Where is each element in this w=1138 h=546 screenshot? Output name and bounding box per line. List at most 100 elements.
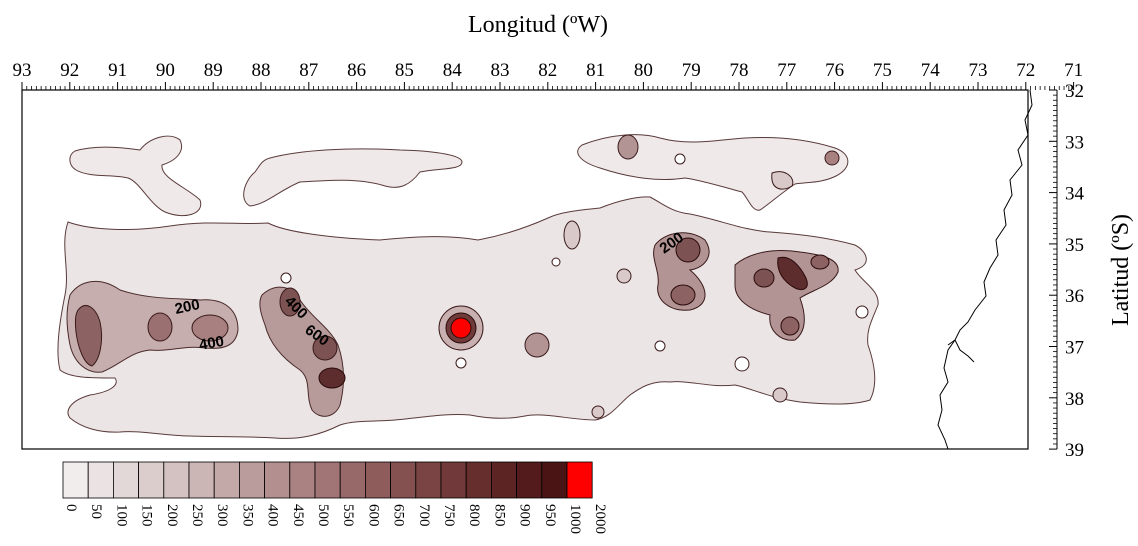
legend-label: 900 [517,504,533,527]
latitude-tick-label: 36 [1065,286,1084,307]
longitude-tick-label: 88 [252,60,271,81]
coast-inlet [947,339,975,363]
legend-color-swatch [490,461,517,499]
east-center-core [675,237,701,263]
central-node-2 [616,268,632,284]
marker-8 [455,357,467,369]
marker-3 [654,340,666,352]
marker-7 [855,305,869,319]
legend-color-swatch [339,461,366,499]
longitude-tick-label: 76 [825,60,844,81]
latitude-tick-label: 37 [1065,338,1084,359]
region-north-center [243,148,463,207]
longitude-tick-label: 91 [108,60,127,81]
longitude-tick-label: 74 [921,60,941,81]
legend-color-swatch [213,461,240,499]
ne-patch [771,171,794,190]
marker-2 [551,257,561,267]
legend-label: 200 [164,504,180,527]
legend-label: 950 [542,504,558,527]
legend-label: 550 [340,504,356,527]
latitude-tick-label: 35 [1065,235,1084,256]
legend-label: 1000 [567,504,583,534]
longitude-tick-label: 85 [395,60,414,81]
legend-label: 0 [63,504,79,512]
legend-color-swatch [289,461,316,499]
latitude-tick-labels: 32 33 34 35 36 37 38 39 [1065,81,1085,461]
latitude-tick-label: 34 [1065,184,1085,205]
coastline [937,89,1033,450]
latitude-tick-marks [1049,89,1058,450]
legend-color-swatch [238,461,265,499]
legend-color-swatch [415,461,442,499]
legend-color-swatch [113,461,140,499]
east-cluster-node-2 [780,316,800,336]
ridge-core-3 [318,367,346,389]
central-node-1 [524,332,550,358]
contour-label-400-west: 400 [198,333,226,354]
legend-color-swatch [390,461,417,499]
legend-color-swatch [314,461,341,499]
longitude-tick-marks [21,82,1075,90]
latitude-tick-label: 38 [1065,389,1084,410]
latitude-tick-label: 39 [1065,440,1084,461]
legend-color-swatch [163,461,190,499]
east-center-core-2 [670,284,696,306]
region-west-core [74,305,103,367]
longitude-tick-label: 77 [777,60,796,81]
hotspot-core [450,317,472,339]
ridge-core-1 [279,287,301,317]
legend-label: 350 [239,504,255,527]
legend-label: 2000 [592,504,608,534]
longitude-tick-label: 75 [873,60,892,81]
longitude-tick-label: 82 [538,60,557,81]
region-north-east [577,134,849,211]
legend-label: 500 [315,504,331,527]
east-cluster-core [777,256,808,291]
longitude-tick-label: 84 [443,60,463,81]
legend-label: 750 [441,504,457,527]
east-cluster-node [753,268,775,288]
longitude-tick-label: 73 [969,60,988,81]
legend-color-swatch [541,461,568,499]
legend-label: 300 [214,504,230,527]
legend-label: 700 [416,504,432,527]
marker-5 [772,387,788,403]
legend-color-swatch [364,461,391,499]
marker-6 [591,405,605,419]
longitude-tick-label: 72 [1016,60,1035,81]
legend-label: 50 [88,504,104,519]
y-axis-title: Latitud (ºS) [1108,214,1134,326]
ne-node-2 [824,150,840,166]
legend-color-swatch [440,461,467,499]
legend-label: 850 [491,504,507,527]
longitude-tick-label: 83 [491,60,510,81]
ne-node-1 [617,134,639,160]
legend-label: 400 [265,504,281,527]
central-node-3 [563,220,581,250]
contour-label-200-west: 200 [173,296,201,318]
longitude-tick-label: 92 [60,60,79,81]
color-scale-legend: 0 50 100 150 200 250 300 350 400 450 500 550 600 650 7… [62,461,608,534]
legend-color-swatch [516,461,543,499]
legend-color-swatch [465,461,492,499]
longitude-tick-label: 90 [156,60,175,81]
legend-color-swatch [62,461,89,499]
legend-label: 800 [466,504,482,527]
longitude-tick-label: 79 [682,60,701,81]
longitude-tick-label: 86 [347,60,366,81]
longitude-tick-label: 80 [634,60,653,81]
ridge-core-2 [312,335,338,361]
legend-label: 600 [365,504,381,527]
marker-4 [734,356,750,372]
legend-label: 100 [113,504,129,527]
marker-1 [280,272,292,284]
region-north-west [69,135,202,216]
legend-color-swatch [566,461,593,499]
latitude-tick-label: 32 [1065,81,1084,102]
east-cluster-node-3 [810,254,830,270]
longitude-tick-label: 78 [730,60,749,81]
legend-color-swatch [188,461,215,499]
legend-label: 450 [290,504,306,527]
legend-color-swatch [264,461,291,499]
